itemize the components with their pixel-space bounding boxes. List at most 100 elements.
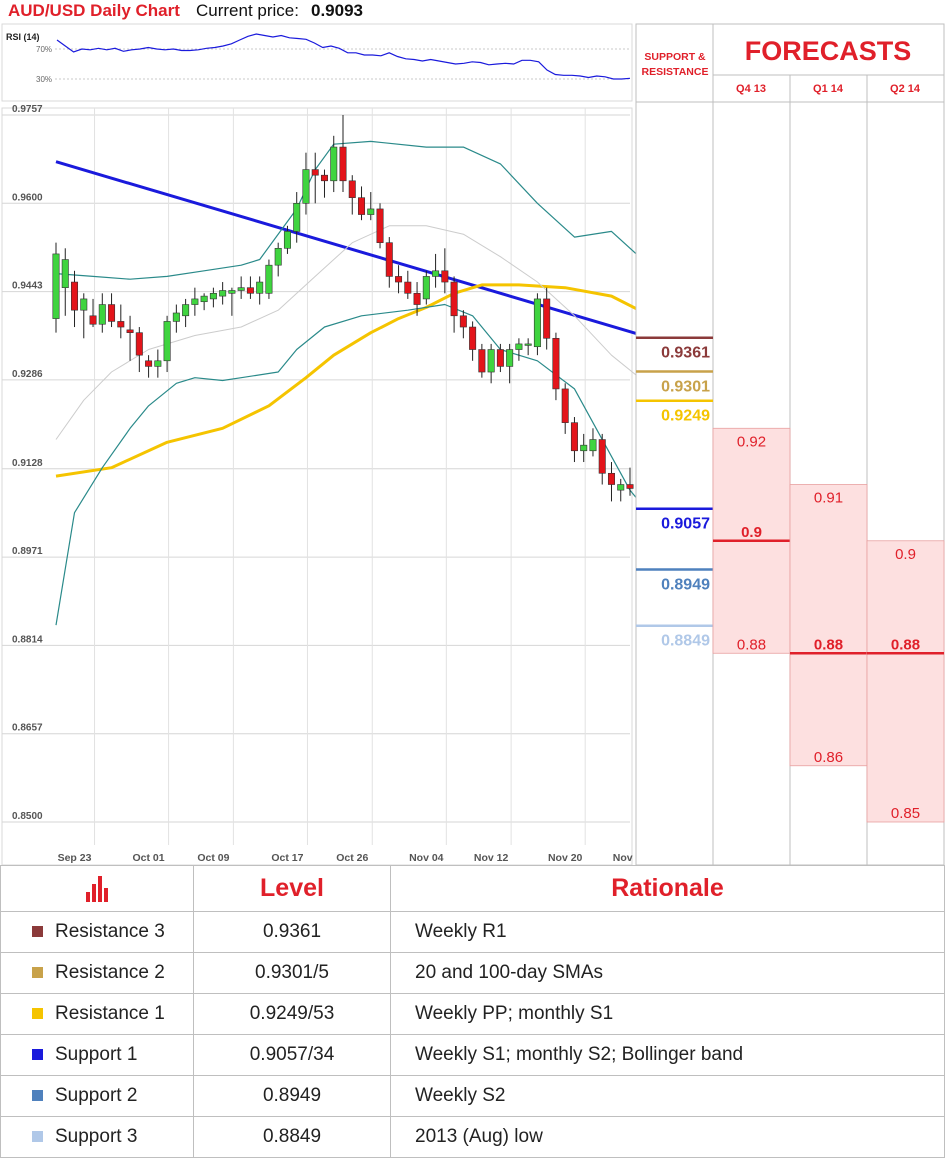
level-rationale: 2013 (Aug) low xyxy=(390,1116,945,1158)
y-tick-label: 0.8657 xyxy=(12,723,43,734)
candle-up xyxy=(209,292,217,300)
level-color-swatch xyxy=(32,1090,43,1102)
candle-down xyxy=(135,332,143,356)
x-tick-label: Sep 23 xyxy=(58,852,92,864)
candle-down xyxy=(126,329,134,333)
indicator-line xyxy=(55,303,640,626)
rsi-label: RSI (14) xyxy=(6,32,40,42)
candle-down xyxy=(570,422,578,452)
forecast-high: 0.9 xyxy=(895,546,916,563)
forecast-col-q4-13: Q4 13 xyxy=(736,83,766,95)
chart-area: AUD/USD Daily Chart Current price: 0.909… xyxy=(1,1,945,865)
candle-down xyxy=(441,270,449,283)
level-name-cell: Resistance 2 xyxy=(0,952,194,994)
candle-down xyxy=(320,174,328,182)
y-tick-label: 0.9600 xyxy=(12,192,43,203)
candle-up xyxy=(98,304,106,325)
candle-down xyxy=(145,360,153,367)
sr-value: 0.9301 xyxy=(661,378,710,395)
levels-table-row: Support 2 0.8949 Weekly S2 xyxy=(0,1075,945,1117)
level-name: Support 3 xyxy=(55,1126,138,1147)
level-name: Resistance 3 xyxy=(55,921,165,942)
level-rationale: Weekly R1 xyxy=(390,911,945,953)
candle-up xyxy=(432,270,440,277)
levels-table: Level Rationale Resistance 3 0.9361 Weekly… xyxy=(0,865,945,1158)
candle-down xyxy=(607,472,615,485)
level-rationale: Weekly PP; monthly S1 xyxy=(390,993,945,1035)
header: AUD/USD Daily Chart Current price: 0.909… xyxy=(8,1,363,20)
x-tick-label: Oct 01 xyxy=(133,852,165,864)
candle-up xyxy=(580,444,588,452)
level-color-swatch xyxy=(32,1131,43,1143)
rsi-panel: RSI (14) 70% 30% xyxy=(1,23,633,102)
price-chart-frame xyxy=(1,107,633,865)
candle-down xyxy=(469,326,477,350)
x-tick-label: Oct 26 xyxy=(336,852,368,864)
forecast-mid: 0.88 xyxy=(891,636,920,653)
candle-up xyxy=(524,343,532,346)
forecast-range xyxy=(866,540,945,823)
level-value: 0.9361 xyxy=(193,911,391,953)
y-tick-label: 0.9757 xyxy=(12,104,43,115)
level-value: 0.8949 xyxy=(193,1075,391,1117)
candle-up xyxy=(293,203,301,232)
candle-up xyxy=(172,312,180,322)
rationale-header: Rationale xyxy=(390,865,945,912)
bar-chart-icon xyxy=(86,876,108,903)
candle-up xyxy=(487,349,495,373)
rsi-level-30: 30% xyxy=(36,75,52,84)
candle-down xyxy=(626,484,634,489)
candle-down xyxy=(358,197,366,215)
forecast-low: 0.86 xyxy=(814,749,843,766)
level-header: Level xyxy=(193,865,391,912)
price-chart: 0.9757 0.9600 0.9443 0.9286 0.9128 0.8971 0.88… xyxy=(1,104,651,865)
forecasts-title: FORECASTS xyxy=(745,36,912,66)
levels-table-row: Resistance 3 0.9361 Weekly R1 xyxy=(0,911,945,953)
x-tick-label: Oct 17 xyxy=(271,852,303,864)
candle-down xyxy=(246,287,254,294)
level-color-swatch xyxy=(32,967,43,979)
level-color-swatch xyxy=(32,1008,43,1020)
candle-up xyxy=(191,298,199,305)
sr-value: 0.9361 xyxy=(661,345,710,362)
level-name-cell: Resistance 3 xyxy=(0,911,194,953)
candle-up xyxy=(219,290,227,297)
level-name-cell: Resistance 1 xyxy=(0,993,194,1035)
y-tick-label: 0.8814 xyxy=(12,634,43,645)
level-rationale: Weekly S2 xyxy=(390,1075,945,1117)
price-value: 0.9093 xyxy=(311,1,363,20)
rsi-frame xyxy=(1,23,633,102)
candle-up xyxy=(422,276,430,300)
forecast-low: 0.88 xyxy=(737,636,766,653)
candle-up xyxy=(80,298,88,311)
level-value: 0.9301/5 xyxy=(193,952,391,994)
forecast-col-q1-14: Q1 14 xyxy=(813,83,844,95)
level-rationale: Weekly S1; monthly S2; Bollinger band xyxy=(390,1034,945,1076)
levels-table-row: Resistance 2 0.9301/5 20 and 100-day SMAs xyxy=(0,952,945,994)
candle-up xyxy=(367,208,375,215)
rsi-line xyxy=(56,33,631,80)
candle-down xyxy=(598,439,606,474)
level-color-swatch xyxy=(32,1049,43,1061)
candle-down xyxy=(552,337,560,390)
x-tick-label: Nov 12 xyxy=(474,852,509,864)
levels-table-header: Level Rationale xyxy=(0,865,945,912)
sr-value: 0.8849 xyxy=(661,633,710,650)
candle-up xyxy=(302,169,310,204)
candle-up xyxy=(283,231,291,249)
level-value: 0.9057/34 xyxy=(193,1034,391,1076)
y-tick-label: 0.9443 xyxy=(12,281,43,292)
candle-up xyxy=(154,360,162,367)
candle-down xyxy=(413,292,421,305)
candle-up xyxy=(274,248,282,266)
y-tick-label: 0.8500 xyxy=(12,811,43,822)
candle-down xyxy=(348,180,356,198)
level-color-swatch xyxy=(32,926,43,938)
x-tick-label: Nov 20 xyxy=(548,852,583,864)
level-name: Resistance 1 xyxy=(55,1003,165,1024)
bar-chart-icon-cell xyxy=(0,865,194,912)
candle-down xyxy=(71,281,79,311)
forecast-mid: 0.88 xyxy=(814,636,843,653)
candle-down xyxy=(459,315,467,328)
candle-up xyxy=(617,484,625,491)
